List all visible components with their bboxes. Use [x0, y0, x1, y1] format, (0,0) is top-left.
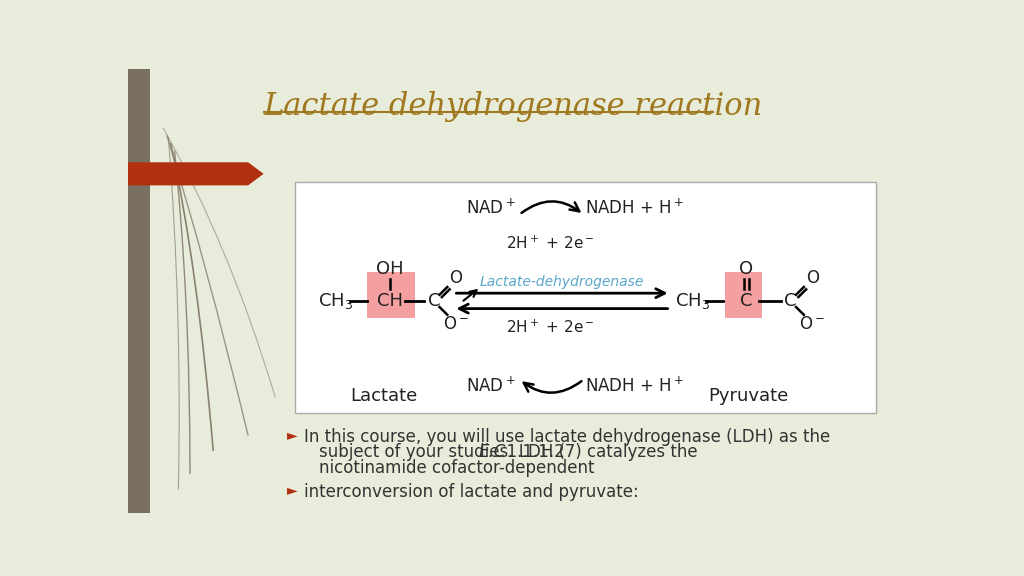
FancyArrowPatch shape	[524, 381, 582, 393]
FancyArrowPatch shape	[460, 304, 668, 313]
Text: 2H$^+$ + 2e$^-$: 2H$^+$ + 2e$^-$	[506, 234, 595, 252]
Text: ►: ►	[287, 428, 298, 442]
Text: E.C: E.C	[478, 444, 506, 461]
Text: C: C	[428, 292, 440, 310]
Text: O$^-$: O$^-$	[442, 315, 469, 333]
Text: O: O	[739, 260, 754, 278]
Text: NADH + H$^+$: NADH + H$^+$	[586, 376, 684, 395]
Text: ►: ►	[287, 483, 298, 498]
Text: Lactate-dehydrogenase: Lactate-dehydrogenase	[480, 275, 644, 289]
Text: C: C	[784, 292, 797, 310]
Text: O: O	[806, 269, 819, 287]
FancyBboxPatch shape	[295, 181, 876, 412]
FancyArrowPatch shape	[464, 290, 476, 301]
Text: interconversion of lactate and pyruvate:: interconversion of lactate and pyruvate:	[304, 483, 639, 501]
FancyArrowPatch shape	[521, 202, 580, 213]
FancyArrowPatch shape	[457, 289, 665, 298]
Text: NADH + H$^+$: NADH + H$^+$	[586, 199, 684, 218]
Text: 2H$^+$ + 2e$^-$: 2H$^+$ + 2e$^-$	[506, 319, 595, 336]
Text: . 1.1.1.27) catalyzes the: . 1.1.1.27) catalyzes the	[496, 444, 697, 461]
Text: In this course, you will use lactate dehydrogenase (LDH) as the: In this course, you will use lactate deh…	[304, 428, 830, 446]
Text: Lactate dehydrogenase reaction: Lactate dehydrogenase reaction	[263, 90, 763, 122]
Text: nicotinamide cofactor-dependent: nicotinamide cofactor-dependent	[319, 458, 595, 477]
Text: NAD$^+$: NAD$^+$	[466, 376, 515, 395]
Bar	[128, 69, 150, 513]
Bar	[367, 272, 415, 318]
Text: OH: OH	[376, 260, 403, 278]
Text: O$^-$: O$^-$	[800, 315, 825, 333]
Text: NAD$^+$: NAD$^+$	[466, 199, 515, 218]
Text: CH: CH	[377, 292, 403, 310]
Bar	[725, 272, 762, 318]
Polygon shape	[128, 162, 263, 185]
Text: Lactate: Lactate	[350, 386, 418, 404]
Text: CH$_3$: CH$_3$	[318, 291, 353, 311]
Text: Pyruvate: Pyruvate	[708, 386, 788, 404]
Text: C: C	[740, 292, 753, 310]
Text: subject of your studies. LDH (: subject of your studies. LDH (	[319, 444, 565, 461]
Text: O: O	[450, 269, 462, 287]
Text: CH$_3$: CH$_3$	[675, 291, 710, 311]
